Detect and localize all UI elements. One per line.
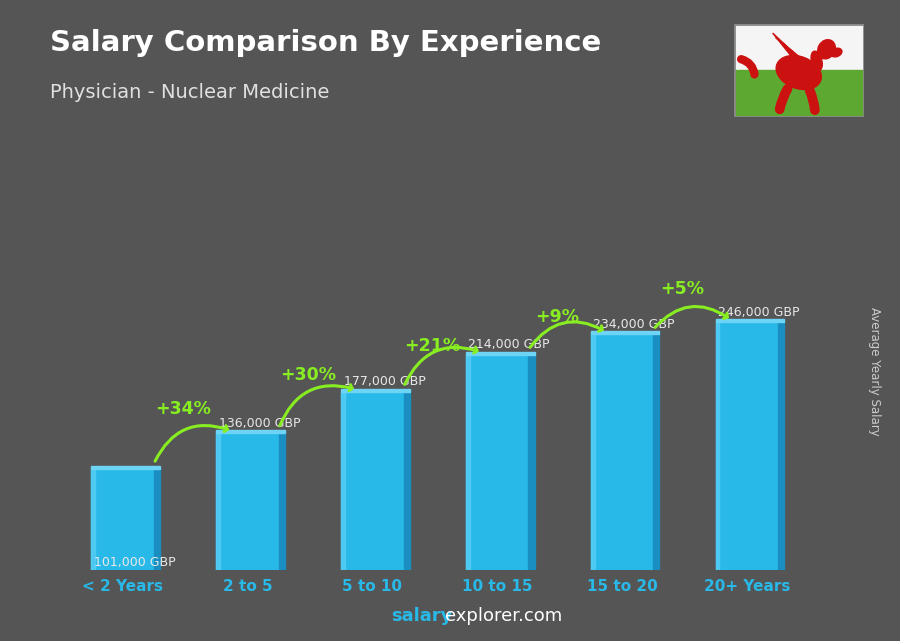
Text: Average Yearly Salary: Average Yearly Salary xyxy=(868,308,881,436)
FancyArrowPatch shape xyxy=(405,347,477,385)
Bar xyxy=(341,392,345,570)
Text: explorer.com: explorer.com xyxy=(446,607,562,625)
Bar xyxy=(92,469,95,570)
Text: 177,000 GBP: 177,000 GBP xyxy=(344,375,426,388)
Bar xyxy=(403,392,410,570)
FancyArrowPatch shape xyxy=(810,90,814,110)
Text: +21%: +21% xyxy=(404,337,461,354)
Bar xyxy=(716,319,784,322)
Ellipse shape xyxy=(776,56,822,90)
Bar xyxy=(279,433,285,570)
Ellipse shape xyxy=(831,48,842,57)
FancyArrowPatch shape xyxy=(655,306,727,328)
Bar xyxy=(590,331,660,335)
FancyArrowPatch shape xyxy=(779,89,788,109)
Bar xyxy=(734,24,864,70)
Bar xyxy=(716,322,719,570)
Bar xyxy=(92,465,160,469)
Text: +9%: +9% xyxy=(536,308,580,326)
Ellipse shape xyxy=(811,51,823,71)
FancyArrowPatch shape xyxy=(155,426,228,461)
Bar xyxy=(216,430,285,433)
Bar xyxy=(154,469,160,570)
Bar xyxy=(528,354,535,570)
Bar xyxy=(590,335,653,570)
Bar xyxy=(216,433,279,570)
Text: 234,000 GBP: 234,000 GBP xyxy=(593,318,675,331)
Bar xyxy=(653,335,660,570)
Text: 101,000 GBP: 101,000 GBP xyxy=(94,556,176,569)
Text: +34%: +34% xyxy=(155,400,211,418)
Text: +30%: +30% xyxy=(280,367,336,385)
FancyArrowPatch shape xyxy=(530,322,602,347)
Text: 246,000 GBP: 246,000 GBP xyxy=(718,306,799,319)
Polygon shape xyxy=(772,33,799,65)
Bar xyxy=(716,322,778,570)
Bar xyxy=(341,392,403,570)
Bar xyxy=(216,433,220,570)
Text: Salary Comparison By Experience: Salary Comparison By Experience xyxy=(50,29,601,57)
Text: 214,000 GBP: 214,000 GBP xyxy=(469,338,550,351)
Bar xyxy=(734,70,864,117)
Bar xyxy=(466,354,470,570)
Bar xyxy=(590,335,595,570)
Text: 136,000 GBP: 136,000 GBP xyxy=(219,417,301,429)
Ellipse shape xyxy=(818,40,835,59)
FancyArrowPatch shape xyxy=(741,59,754,74)
Text: Physician - Nuclear Medicine: Physician - Nuclear Medicine xyxy=(50,83,328,103)
FancyArrowPatch shape xyxy=(280,385,352,426)
Bar xyxy=(92,469,154,570)
Bar xyxy=(341,389,410,392)
Bar xyxy=(778,322,784,570)
Text: salary: salary xyxy=(392,607,453,625)
Bar xyxy=(466,354,528,570)
Bar xyxy=(466,352,535,354)
Text: +5%: +5% xyxy=(661,279,705,297)
